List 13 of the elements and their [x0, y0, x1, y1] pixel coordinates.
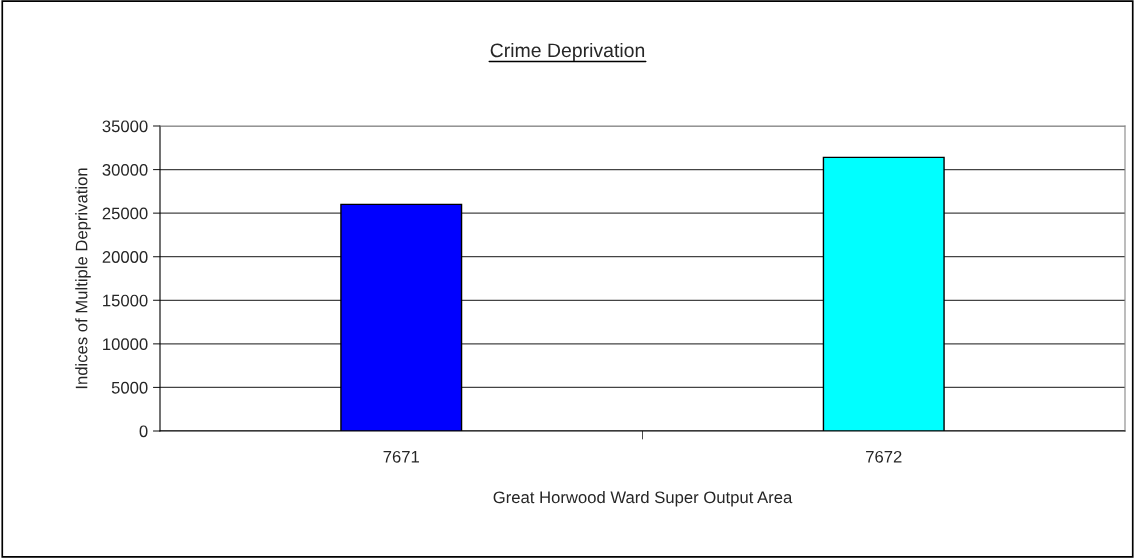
- y-tick-label: 15000: [103, 294, 148, 307]
- y-tick-label: 35000: [102, 120, 148, 133]
- y-axis-title: Indices of Multiple Deprivation: [75, 168, 91, 389]
- x-tick-label: 7671: [383, 450, 419, 463]
- y-tick-label: 25000: [102, 207, 148, 220]
- y-tick-label: 0: [139, 425, 148, 438]
- x-axis-title: Great Horwood Ward Super Output Area: [493, 490, 793, 507]
- y-tick-label: 20000: [102, 251, 148, 263]
- y-tick-label: 10000: [103, 338, 148, 351]
- x-tick-label: 7672: [866, 450, 902, 463]
- chart-title: Crime Deprivation: [490, 42, 645, 62]
- y-tick-label: 5000: [111, 381, 148, 394]
- y-tick-label: 30000: [102, 163, 148, 176]
